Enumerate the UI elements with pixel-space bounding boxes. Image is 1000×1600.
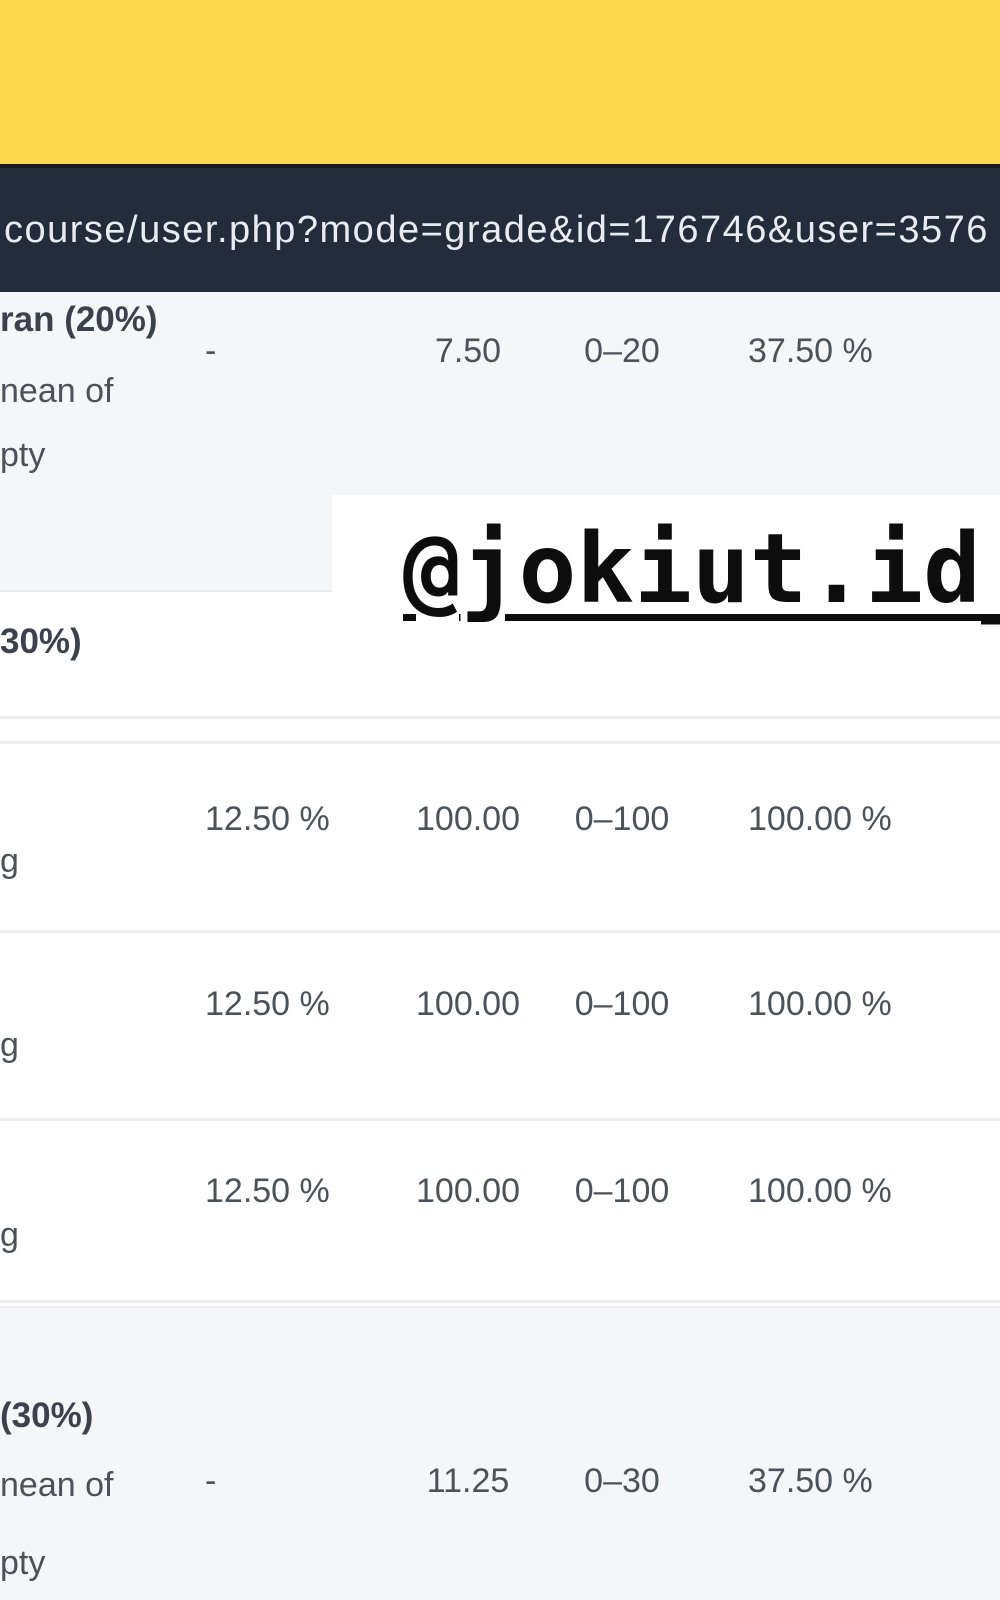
grade-cell: 100.00 [416, 800, 520, 838]
row-divider [0, 1118, 1000, 1121]
weight-cell: 12.50 % [205, 800, 330, 838]
percentage-cell: 100.00 % [748, 800, 892, 838]
range-cell: 0–100 [574, 800, 670, 838]
percentage-cell: 37.50 % [748, 332, 873, 370]
url-text[interactable]: course/user.php?mode=grade&id=176746&use… [4, 208, 989, 251]
grade-cell: 100.00 [416, 985, 520, 1023]
grade-cell: 100.00 [416, 1172, 520, 1210]
row-divider [0, 1300, 1000, 1303]
row-divider [0, 741, 1000, 744]
category-name-fragment-top: ran (20%) [0, 300, 158, 339]
watermark-block: @jokiut.id_ [332, 495, 1000, 714]
percentage-cell: 37.50 % [748, 1462, 873, 1500]
row-divider [0, 716, 1000, 719]
weight-cell: 12.50 % [205, 985, 330, 1023]
weight-cell: - [205, 1462, 217, 1500]
item-name-fragment: g [0, 1216, 19, 1254]
aggregation-fragment: pty [0, 436, 46, 474]
category-name-fragment: 30%) [0, 622, 82, 661]
weight-cell: - [205, 332, 217, 370]
range-cell: 0–100 [574, 1172, 670, 1210]
aggregation-fragment: nean of [0, 372, 114, 410]
range-cell: 0–20 [584, 332, 660, 370]
aggregation-fragment: pty [0, 1544, 46, 1582]
item-name-fragment: g [0, 842, 19, 880]
top-banner [0, 0, 1000, 164]
section-divider [0, 590, 332, 592]
watermark-handle: @jokiut.id_ [403, 513, 1000, 625]
item-name-fragment: g [0, 1026, 19, 1064]
grade-cell: 11.25 [426, 1462, 510, 1500]
percentage-cell: 100.00 % [748, 985, 892, 1023]
range-cell: 0–30 [584, 1462, 660, 1500]
browser-address-bar[interactable]: course/user.php?mode=grade&id=176746&use… [0, 164, 1000, 292]
row-divider [0, 930, 1000, 933]
range-cell: 0–100 [574, 985, 670, 1023]
percentage-cell: 100.00 % [748, 1172, 892, 1210]
category-name-fragment-bottom: (30%) [0, 1396, 94, 1435]
aggregation-fragment: nean of [0, 1466, 114, 1504]
grade-cell: 7.50 [434, 332, 502, 370]
category-total-section-bottom [0, 1306, 1000, 1600]
weight-cell: 12.50 % [205, 1172, 330, 1210]
